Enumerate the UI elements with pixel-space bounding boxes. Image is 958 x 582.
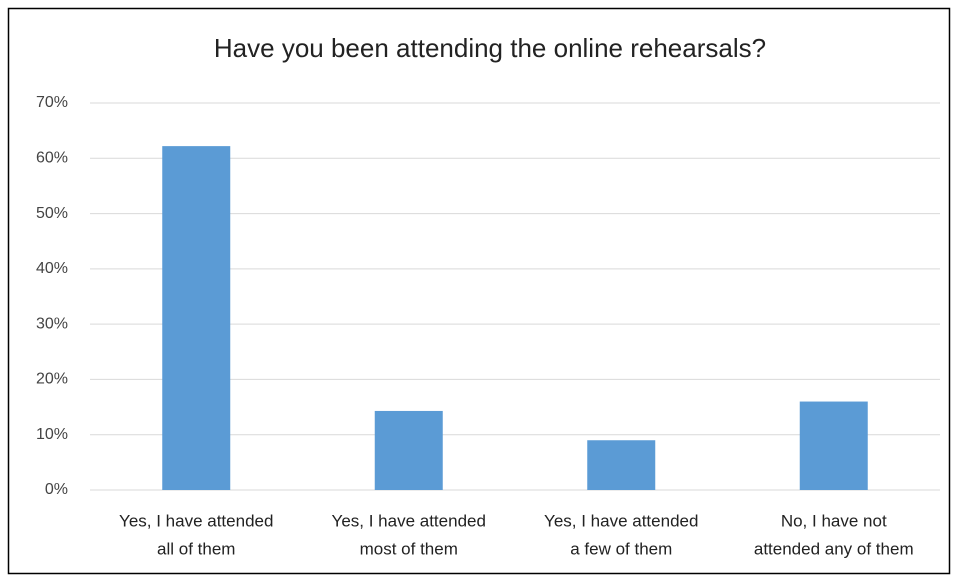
bar (587, 440, 656, 490)
y-tick-label: 10% (36, 426, 68, 443)
chart-title: Have you been attending the online rehea… (214, 33, 766, 63)
bar (162, 146, 231, 490)
x-tick-label: No, I have not (781, 511, 887, 530)
y-tick-label: 70% (36, 94, 68, 111)
x-tick-label: all of them (157, 539, 235, 558)
y-tick-label: 0% (45, 481, 68, 498)
x-tick-label: most of them (360, 539, 458, 558)
bar (374, 410, 443, 490)
y-tick-label: 60% (36, 150, 68, 167)
bar (799, 401, 868, 490)
y-tick-label: 20% (36, 371, 68, 388)
x-tick-label: a few of them (570, 539, 672, 558)
x-tick-label: Yes, I have attended (544, 511, 698, 530)
x-tick-label: Yes, I have attended (119, 511, 273, 530)
y-tick-label: 30% (36, 315, 68, 332)
x-tick-label: attended any of them (754, 539, 914, 558)
x-tick-label: Yes, I have attended (332, 511, 486, 530)
y-tick-label: 50% (36, 205, 68, 222)
y-tick-label: 40% (36, 260, 68, 277)
